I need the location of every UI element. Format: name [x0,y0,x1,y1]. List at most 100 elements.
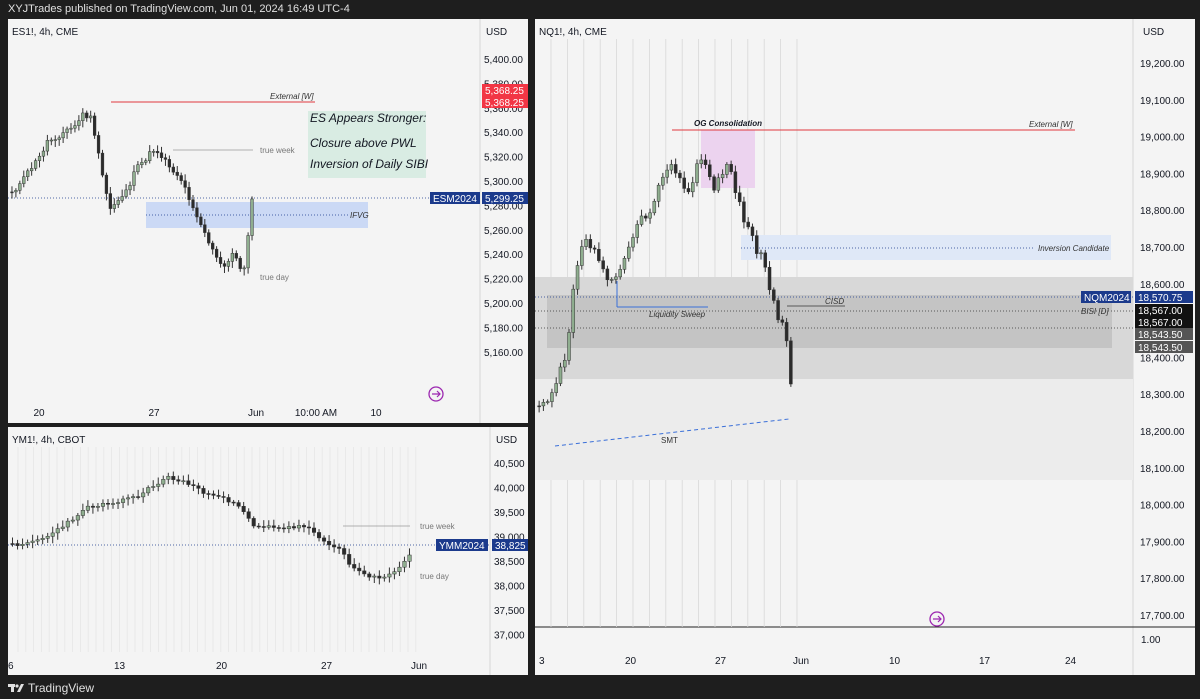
ym-chart-canvas[interactable]: 40,500 40,000 39,500 39,000 38,500 38,000 37,5… [8,427,528,675]
ym-candle [407,554,412,562]
external-weekly-label: External [W] [1029,120,1073,129]
nq-candle [537,405,541,408]
ym-candle [281,527,286,530]
x-tick-label: 27 [715,656,727,667]
nq-candle [571,288,576,333]
es-candle [108,193,112,209]
external-price-tag: 5,368.25 [485,86,524,97]
replay-icon-arrow [933,615,942,623]
contract-tag-bg [430,192,480,204]
es-candle [140,162,144,165]
y-tick-label: 5,340.00 [484,128,523,139]
currency-label[interactable]: USD [1143,27,1165,38]
price-tag-3-bg [1135,328,1193,340]
es-candle [175,171,179,176]
nq-candle [742,201,746,223]
ym-candle [251,518,256,527]
replay-icon [929,611,945,627]
nq-candle [678,172,682,179]
ym-candle [276,527,281,529]
y-tick-label: 17,900.00 [1140,537,1185,548]
es-chart-canvas[interactable]: 5,400.005,380.005,360.005,340.005,320.00… [8,19,528,423]
ym-candle [266,525,271,528]
ym-chart-pane[interactable]: 40,500 40,000 39,500 39,000 38,500 38,000 37,5… [8,427,528,675]
last-price-tag-bg [492,539,528,551]
es-candle [112,204,116,209]
ym-candle [236,502,241,507]
es-chart-pane[interactable]: 5,400.005,380.005,360.005,340.005,320.00… [8,19,528,423]
es-candle [222,263,227,267]
ym-candle [291,526,296,529]
es-candle [159,152,164,158]
last-price-tag-bg [482,192,528,204]
es-candle [26,170,30,177]
ym-candle [327,540,332,546]
y-tick-label: 37,500 [494,606,525,617]
es-candle [238,257,242,269]
x-tick-label: 10 [889,656,901,667]
y-tick-label: 5,160.00 [484,348,523,359]
note-box [308,111,426,178]
tradingview-logo-icon [8,684,24,692]
ym-candle [30,540,35,543]
es-candle [92,115,97,136]
y-tick-label: 5,320.00 [484,153,523,164]
nq-candle [584,239,588,247]
bisi-label: BISI [D] [1081,307,1109,316]
nq-chart-canvas[interactable]: 19,200.00 19,100.00 19,000.00 18,900.00 18,8… [535,19,1195,675]
ifvg-label: IFVG [350,211,369,220]
nq-chart-pane[interactable]: 19,200.00 19,100.00 19,000.00 18,900.00 18,8… [535,19,1195,675]
es-candle [167,159,172,168]
y-tick-label: 38,000 [494,582,525,593]
nq-candle [567,332,571,361]
y-tick-label: 39,000 [494,533,525,544]
es-candle [116,200,120,205]
ym-candle [65,520,70,528]
footer-bar: TradingView [0,677,1200,699]
external-price-tag-bg [482,84,528,96]
y-tick-label: 39,500 [494,508,525,519]
ym-candle [171,476,176,480]
y-tick-label: 17,800.00 [1140,574,1185,585]
es-candle [207,232,211,244]
es-candle [73,125,77,129]
ym-candle [111,503,116,505]
es-candle [89,115,93,119]
es-candle [61,132,65,139]
ym-candle [45,536,50,539]
nq-candle [716,177,721,191]
y-tick-label: 18,100.00 [1140,464,1185,475]
ym-candle [161,479,166,485]
ym-candle [377,575,382,579]
y-tick-label: 17,700.00 [1140,611,1185,622]
es-candle [163,157,168,160]
y-tick-label: 5,260.00 [484,226,523,237]
x-tick-label: 20 [33,408,45,419]
price-tag-2-bg [1135,316,1193,328]
ym-candle [100,502,105,507]
currency-label[interactable]: USD [496,435,518,446]
nq-candle [746,221,750,228]
nq-candle [665,169,669,178]
nq-candle [639,215,644,225]
nq-candle [597,249,601,261]
y-tick-label: 5,300.00 [484,177,523,188]
nq-candle [708,164,712,177]
inversion-label: Inversion Candidate [1038,244,1110,253]
inversion-candidate-zone [741,235,1111,260]
ym-candle [35,539,40,542]
y-tick-label: 19,000.00 [1140,133,1185,144]
y-tick-label: 5,240.00 [484,250,523,261]
x-tick-label: 20 [625,656,637,667]
x-tick-label: 27 [148,408,160,419]
y-tick-label: 18,000.00 [1140,501,1185,512]
y-tick-label: 5,360.00 [484,104,523,115]
true-day-label: true day [260,273,289,282]
es-candle [77,120,81,126]
ym-candle [402,561,407,568]
currency-label[interactable]: USD [486,27,508,38]
replay-icon-arrow [432,390,441,398]
es-candle [37,155,42,161]
ym-candle [55,528,60,534]
nq-candle [712,176,716,191]
